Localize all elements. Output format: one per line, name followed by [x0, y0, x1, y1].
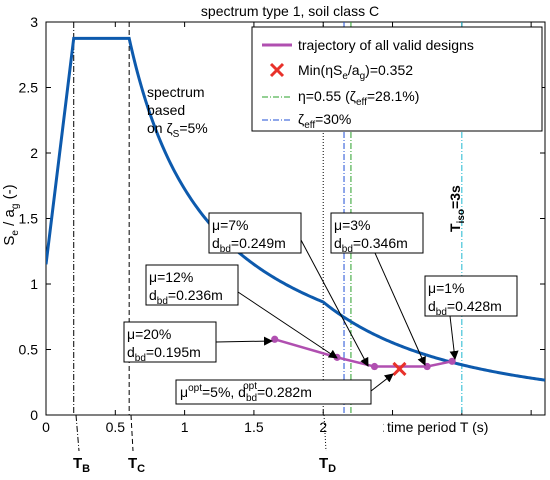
arrow-mu12 — [237, 291, 338, 359]
x-axis-label-bg — [384, 418, 550, 438]
tiso-label: Tiso=3s — [447, 185, 467, 232]
annotation-box-optimum: μopt=5%, dbdopt=0.282m — [175, 379, 372, 405]
annotation-box-mu3: μ=3% dbd=0.346m — [330, 212, 424, 255]
arrow-mu20 — [215, 336, 273, 346]
svg-text:dbd=0.428m: dbd=0.428m — [428, 298, 502, 318]
legend: trajectory of all valid designs Min(ηSe/… — [251, 26, 543, 132]
x-tick-label: 2 — [319, 419, 327, 435]
svg-text:μ=7%: μ=7% — [212, 217, 248, 233]
annotation-box-mu7: μ=7% dbd=0.249m — [208, 212, 302, 255]
legend-optimum-label: Min(ηSe/ag)=0.352 — [298, 62, 413, 82]
svg-text:μ=12%: μ=12% — [149, 269, 193, 285]
spectrum-curve-group — [46, 36, 545, 382]
y-tick-label: 0 — [30, 407, 38, 423]
annotation-box-mu1: μ=1% dbd=0.428m — [424, 275, 518, 318]
td-label-leader — [323, 414, 327, 452]
arrow-optimum — [370, 373, 394, 392]
arrow-mu1 — [449, 315, 459, 360]
y-tick-label: 3 — [30, 14, 38, 30]
svg-text:μ=3%: μ=3% — [334, 217, 370, 233]
y-axis-label: Se / ag (-) — [1, 184, 21, 245]
y-tick-label: 0.5 — [19, 342, 39, 358]
trajectory-line — [274, 338, 453, 368]
trajectory-point — [333, 353, 341, 361]
legend-trajectory-label: trajectory of all valid designs — [298, 37, 474, 53]
x-tick-label: 0.5 — [106, 419, 126, 435]
arrow-mu7 — [300, 239, 369, 367]
y-tick-label: 2 — [30, 145, 38, 161]
x-tick-label: 1.5 — [244, 419, 264, 435]
tc-label-leader — [130, 414, 134, 452]
annotation-box-mu20: μ=20% dbd=0.195m — [123, 321, 217, 364]
legend-zeta-label: ζeff=30% — [298, 111, 351, 131]
svg-text:μ=20%: μ=20% — [127, 326, 171, 342]
spectrum-curve — [46, 36, 545, 382]
legend-optimum-swatch — [269, 62, 285, 78]
vertical-lines — [73, 22, 463, 415]
annotation-box-mu12: μ=12% dbd=0.236m — [145, 264, 239, 307]
chart-title: spectrum type 1, soil class C — [201, 3, 379, 19]
arrow-mu3 — [374, 252, 426, 366]
x-axis-label: time period T (s) — [387, 419, 488, 435]
trajectory-point — [271, 335, 279, 343]
legend-eta-label: η=0.55 (ζeff=28.1%) — [298, 88, 419, 108]
svg-text:μ=1%: μ=1% — [428, 280, 464, 296]
y-tick-label: 2.5 — [19, 80, 39, 96]
y-tick-label: 1.5 — [19, 211, 39, 227]
spectrum-annotation: spectrum based on ζS=5% — [147, 84, 208, 140]
svg-text:μopt=5%, dbdopt=0.282m: μopt=5%, dbdopt=0.282m — [180, 381, 312, 404]
optimum-marker — [392, 361, 407, 376]
x-tick-label: 0 — [42, 419, 50, 435]
svg-text:dbd=0.249m: dbd=0.249m — [212, 235, 286, 255]
y-tick-label: 1 — [30, 276, 38, 292]
annotation-arrows — [215, 239, 459, 392]
trajectory-point — [370, 362, 379, 371]
td-label: TD — [319, 455, 336, 475]
tc-label: TC — [128, 455, 145, 475]
svg-text:dbd=0.195m: dbd=0.195m — [127, 344, 201, 364]
x-tick-label: 1 — [181, 419, 189, 435]
svg-text:dbd=0.236m: dbd=0.236m — [149, 287, 223, 307]
svg-text:dbd=0.346m: dbd=0.346m — [334, 235, 408, 255]
tb-label: TB — [73, 455, 90, 475]
tb-label-leader — [75, 414, 80, 452]
